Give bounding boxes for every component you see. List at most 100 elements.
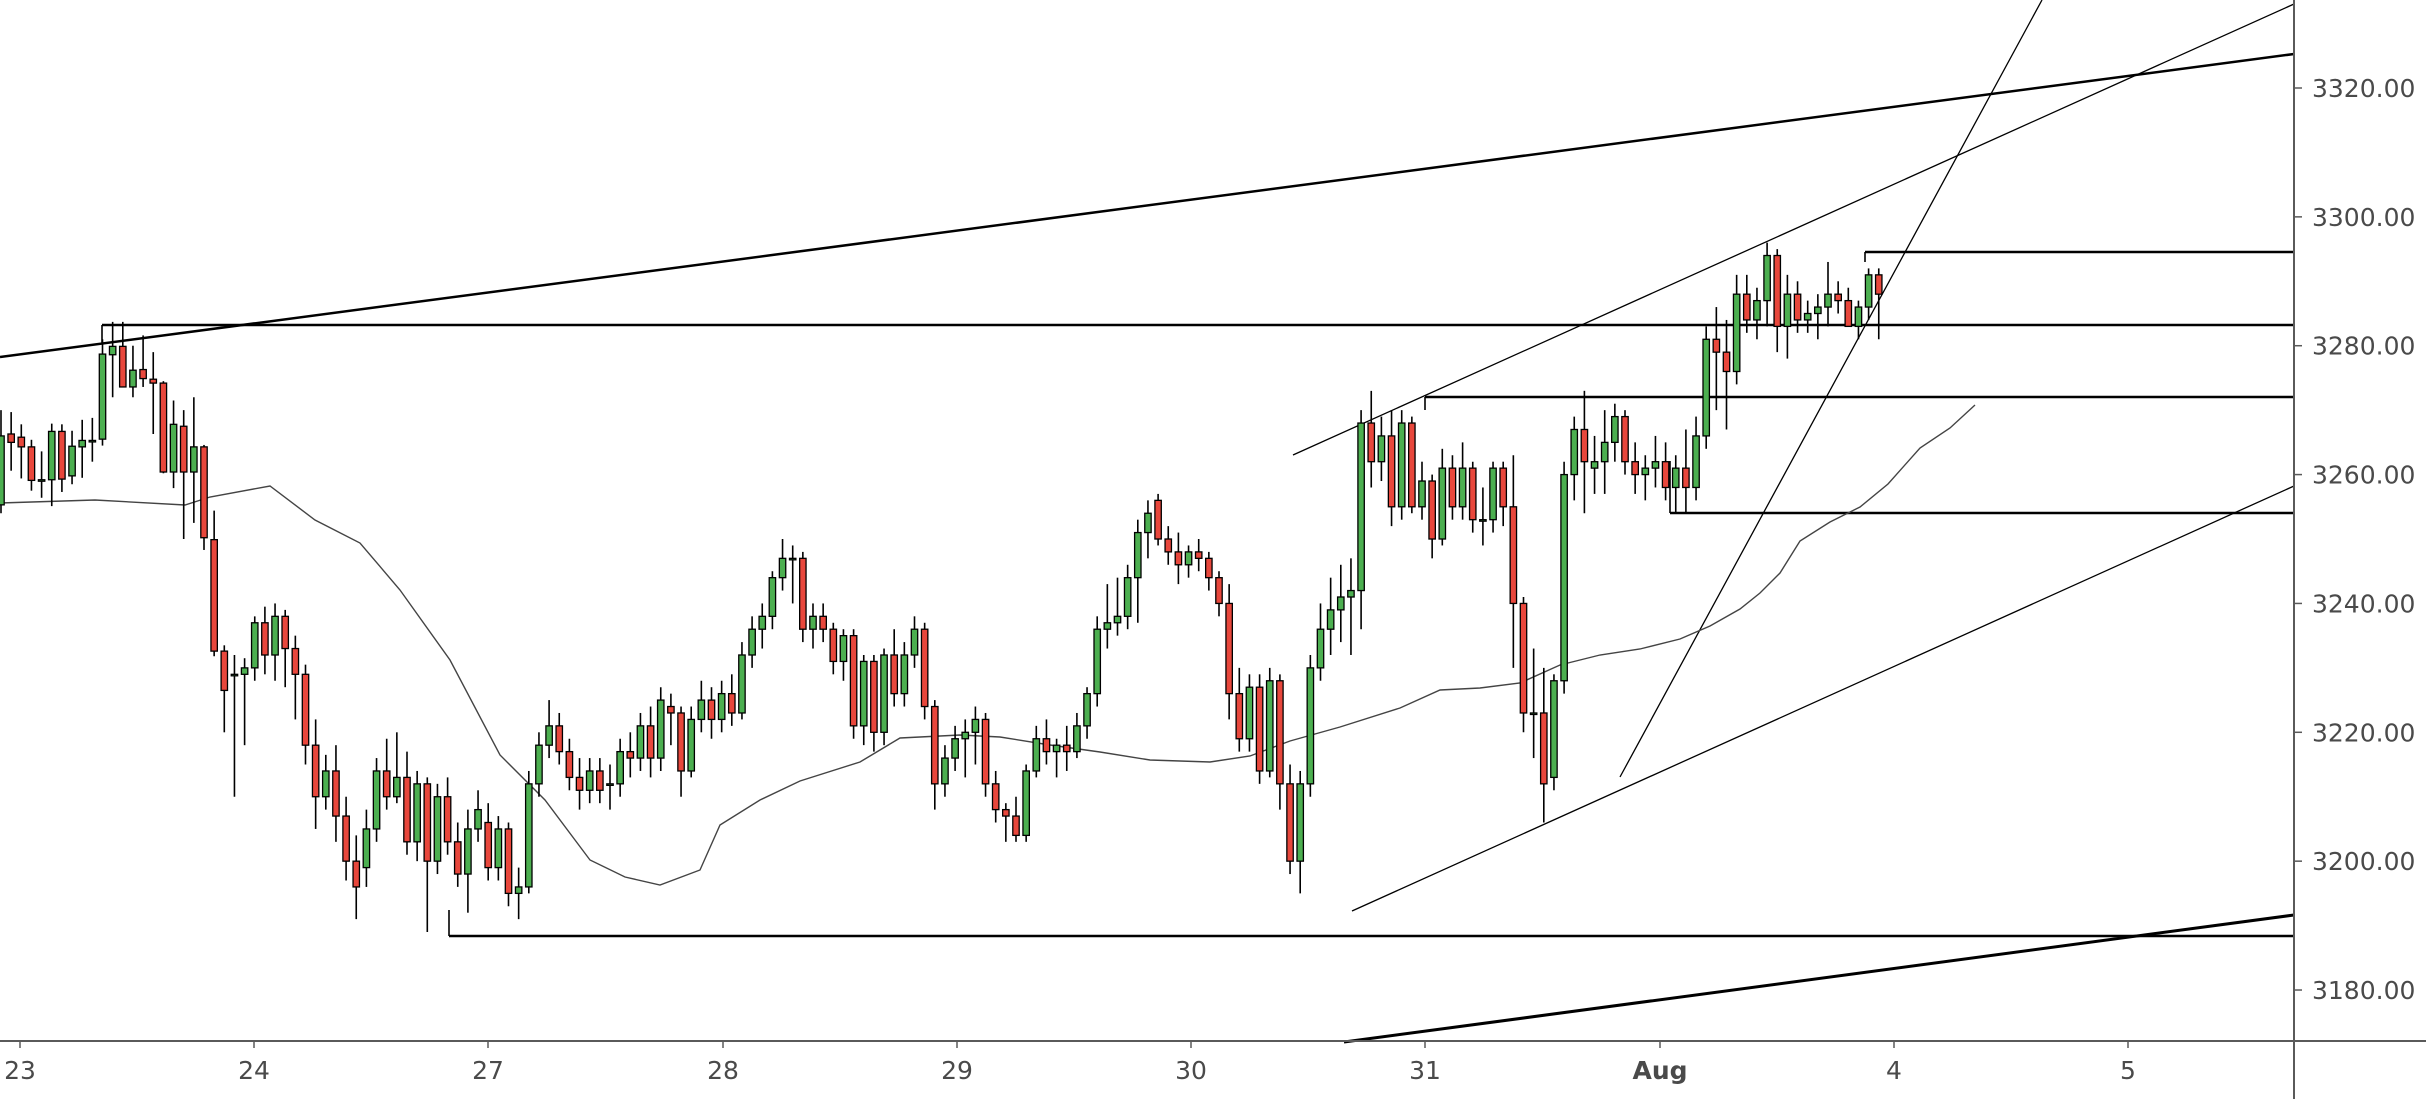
candle-body-up bbox=[1560, 473, 1568, 682]
candle-body-down bbox=[311, 744, 320, 798]
candle bbox=[1539, 667, 1548, 823]
candle bbox=[1712, 307, 1721, 411]
candle bbox=[1874, 268, 1883, 340]
candle bbox=[139, 335, 147, 387]
candle-body-up bbox=[1357, 422, 1365, 592]
candle bbox=[1408, 416, 1416, 514]
candle-body-up bbox=[1184, 551, 1193, 566]
candle bbox=[1032, 725, 1041, 778]
candle-body-up bbox=[1753, 299, 1761, 321]
candle bbox=[189, 397, 198, 523]
candle-body-up bbox=[941, 757, 949, 785]
candle-body-down bbox=[870, 660, 878, 733]
candle bbox=[524, 770, 533, 894]
candle bbox=[626, 732, 635, 778]
candle-body-up bbox=[1590, 461, 1599, 469]
candle-body-down bbox=[1580, 428, 1589, 463]
candle-body-down bbox=[58, 430, 66, 480]
drawing-tools-layer[interactable] bbox=[0, 0, 2295, 1044]
candle bbox=[1864, 268, 1873, 320]
candle bbox=[342, 796, 350, 881]
candle-body-up bbox=[464, 828, 472, 875]
candle bbox=[1265, 667, 1274, 778]
candle-body-up bbox=[1671, 467, 1680, 489]
candle-body-down bbox=[596, 770, 604, 791]
channel-upper-line-line[interactable] bbox=[1292, 3, 2295, 456]
candle-body-up bbox=[910, 628, 919, 656]
candle-body-down bbox=[332, 770, 340, 817]
candle-body-up bbox=[778, 557, 787, 579]
candle-body-down bbox=[1225, 602, 1233, 695]
price-axis[interactable]: 3320.00 3300.00 3280.00 3260.00 3240.00 3220.… bbox=[2294, 74, 2415, 1005]
candle-body-up bbox=[169, 423, 178, 473]
candle-body-down bbox=[261, 622, 269, 656]
candle bbox=[484, 803, 493, 881]
candle-body-down bbox=[930, 705, 939, 785]
candle bbox=[58, 424, 66, 492]
candle-body-up bbox=[738, 654, 746, 714]
candle-body-down bbox=[281, 615, 290, 650]
candle bbox=[403, 751, 411, 855]
candle bbox=[382, 738, 391, 810]
candle bbox=[890, 629, 899, 707]
candle-body-up bbox=[697, 699, 706, 721]
steep-trendline[interactable] bbox=[1619, 0, 2043, 778]
candle-body-up bbox=[900, 654, 909, 695]
candle-body-up bbox=[748, 628, 756, 656]
candle-body-up bbox=[1123, 577, 1132, 617]
candle bbox=[37, 451, 46, 498]
candle-body-down bbox=[819, 615, 828, 630]
candle-body-down bbox=[423, 783, 432, 862]
candle-body-up bbox=[514, 886, 523, 895]
candle-body-up bbox=[1783, 293, 1792, 328]
candle-body-up bbox=[362, 828, 371, 869]
level-3256[interactable] bbox=[1669, 461, 2294, 515]
candle bbox=[129, 345, 137, 398]
candle bbox=[78, 419, 87, 478]
candle bbox=[656, 687, 665, 771]
candle bbox=[179, 410, 188, 540]
candle-body-up bbox=[585, 770, 594, 791]
candle-body-up bbox=[494, 828, 503, 869]
candle-body-up bbox=[413, 783, 422, 843]
price-tick-label: 3320.00 bbox=[2312, 74, 2415, 103]
channel-upper-line[interactable] bbox=[1292, 3, 2295, 456]
resistance-3295[interactable] bbox=[1864, 250, 2294, 262]
candle bbox=[1194, 539, 1203, 572]
steep-trendline-line[interactable] bbox=[1619, 0, 2043, 778]
candle bbox=[677, 706, 685, 797]
candle-body-down bbox=[1235, 692, 1244, 740]
candle-body-down bbox=[667, 705, 675, 714]
candle bbox=[727, 674, 736, 726]
candle bbox=[474, 790, 482, 842]
candle bbox=[1742, 274, 1751, 333]
channel-lower-line[interactable] bbox=[1351, 485, 2295, 912]
candle bbox=[1479, 487, 1487, 546]
candle bbox=[443, 777, 452, 855]
candle-body-down bbox=[1215, 577, 1223, 605]
upper-thick-trendline[interactable] bbox=[0, 52, 2295, 359]
support-3191[interactable] bbox=[448, 910, 2294, 938]
candle-body-down bbox=[981, 718, 990, 785]
candle-body-up bbox=[1692, 435, 1700, 489]
candle bbox=[1093, 616, 1102, 707]
channel-lower-line-line[interactable] bbox=[1351, 485, 2295, 912]
upper-thick-trendline-line[interactable] bbox=[0, 52, 2295, 359]
candle bbox=[433, 783, 442, 875]
level-3273[interactable] bbox=[1424, 395, 2294, 410]
candle bbox=[1570, 416, 1579, 501]
candle-body-up bbox=[37, 479, 46, 482]
candle bbox=[301, 664, 310, 765]
candle bbox=[1600, 410, 1609, 494]
candle-body-down bbox=[646, 725, 655, 759]
candle bbox=[1225, 584, 1233, 720]
candle bbox=[271, 603, 279, 681]
candle-body-down bbox=[1499, 467, 1508, 508]
time-axis[interactable]: 23 24 27 28 29 30 31 Aug 4 5 bbox=[4, 1041, 2136, 1085]
candle-body-down bbox=[1012, 815, 1020, 837]
candle-body-down bbox=[159, 382, 168, 473]
candle bbox=[758, 603, 767, 649]
